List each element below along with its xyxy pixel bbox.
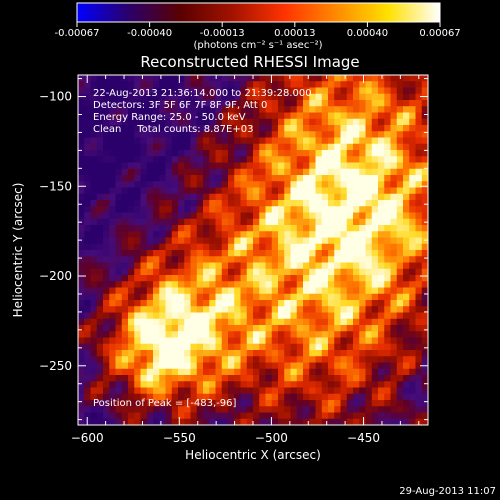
x-tick-label: −600 (71, 431, 104, 445)
x-axis-label: Heliocentric X (arcsec) (185, 448, 321, 462)
x-tick-label: −500 (255, 431, 288, 445)
x-tick-label: −550 (163, 431, 196, 445)
colorbar-tick-label: 0.00013 (274, 28, 315, 39)
colorbar-ticks: -0.00067 -0.00040 -0.00013 0.00013 0.00040 0.… (55, 22, 461, 39)
axis-ticks: −600 −550 −500 −450 −100 −150 −200 −250 (39, 75, 428, 445)
colorbar-tick-label: -0.00013 (200, 28, 245, 39)
colorbar-tick-label: -0.00040 (127, 28, 172, 39)
footer-timestamp: 29-Aug-2013 11:07 (399, 486, 496, 497)
clean-counts-annotation: Clean Total counts: 8.87E+03 (93, 124, 253, 135)
energy-range-annotation: Energy Range: 25.0 - 50.0 keV (93, 112, 246, 123)
y-tick-label: −100 (39, 90, 72, 104)
chart-title: Reconstructed RHESSI Image (140, 53, 359, 71)
y-axis-label: Heliocentric Y (arcsec) (11, 183, 25, 318)
colorbar-tick-label: 0.00040 (347, 28, 388, 39)
colorbar-tick-label: -0.00067 (55, 28, 100, 39)
peak-position-annotation: Position of Peak = [-483,-96] (93, 398, 237, 409)
y-tick-label: −250 (39, 359, 72, 373)
y-tick-label: −200 (39, 269, 72, 283)
x-tick-label: −450 (347, 431, 380, 445)
colorbar (76, 2, 441, 23)
time-range-annotation: 22-Aug-2013 21:36:14.000 to 21:39:28.000 (93, 88, 312, 99)
y-tick-label: −150 (39, 179, 72, 193)
detectors-annotation: Detectors: 3F 5F 6F 7F 8F 9F, Att 0 (93, 100, 267, 111)
colorbar-unit-label: (photons cm⁻² s⁻¹ asec⁻²) (193, 40, 322, 51)
colorbar-tick-label: 0.00067 (419, 28, 460, 39)
heatmap-image (78, 75, 428, 425)
